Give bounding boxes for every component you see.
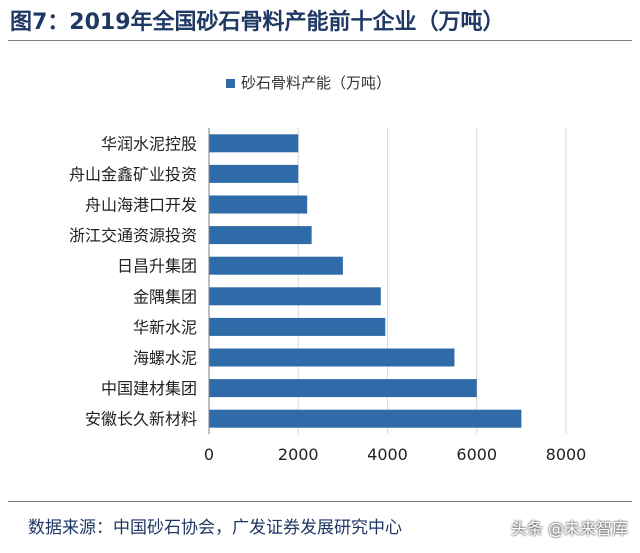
bar-chart: 砂石骨料产能（万吨） 华润水泥控股舟山金鑫矿业投资舟山海港口开发浙江交通资源投资日… (69, 74, 587, 464)
category-label: 海螺水泥 (133, 349, 197, 368)
x-tick-label: 8000 (546, 445, 587, 464)
source-note: 数据来源：中国砂石协会，广发证券发展研究中心 (28, 517, 402, 538)
category-label: 舟山海港口开发 (85, 196, 197, 215)
x-tick-label: 6000 (456, 445, 497, 464)
category-label: 浙江交通资源投资 (69, 226, 197, 245)
bar (209, 409, 522, 428)
category-label: 中国建材集团 (101, 379, 197, 398)
bar (209, 348, 455, 367)
bar (209, 226, 312, 245)
bar (209, 164, 299, 183)
bar (209, 195, 308, 214)
category-label: 安徽长久新材料 (85, 410, 197, 429)
bar (209, 287, 381, 306)
category-label: 日昌升集团 (117, 257, 197, 276)
footer-divider (8, 501, 632, 502)
x-tick-label: 4000 (367, 445, 408, 464)
bar (209, 379, 477, 398)
category-label: 舟山金鑫矿业投资 (69, 165, 197, 184)
legend-swatch (226, 79, 235, 88)
category-label: 金隅集团 (133, 287, 197, 306)
x-tick-label: 2000 (278, 445, 319, 464)
chart-area: 砂石骨料产能（万吨） 华润水泥控股舟山金鑫矿业投资舟山海港口开发浙江交通资源投资日… (0, 44, 640, 484)
category-label: 华新水泥 (133, 318, 197, 337)
category-label: 华润水泥控股 (101, 134, 197, 153)
legend-label: 砂石骨料产能（万吨） (241, 74, 391, 92)
title-divider (8, 40, 632, 41)
figure-title: 图7：2019年全国砂石骨料产能前十企业（万吨） (10, 10, 505, 35)
bar (209, 256, 343, 275)
watermark: 头条 @未来智库 (510, 519, 628, 538)
x-tick-label: 0 (204, 445, 214, 464)
bar (209, 134, 299, 153)
bar (209, 317, 386, 336)
